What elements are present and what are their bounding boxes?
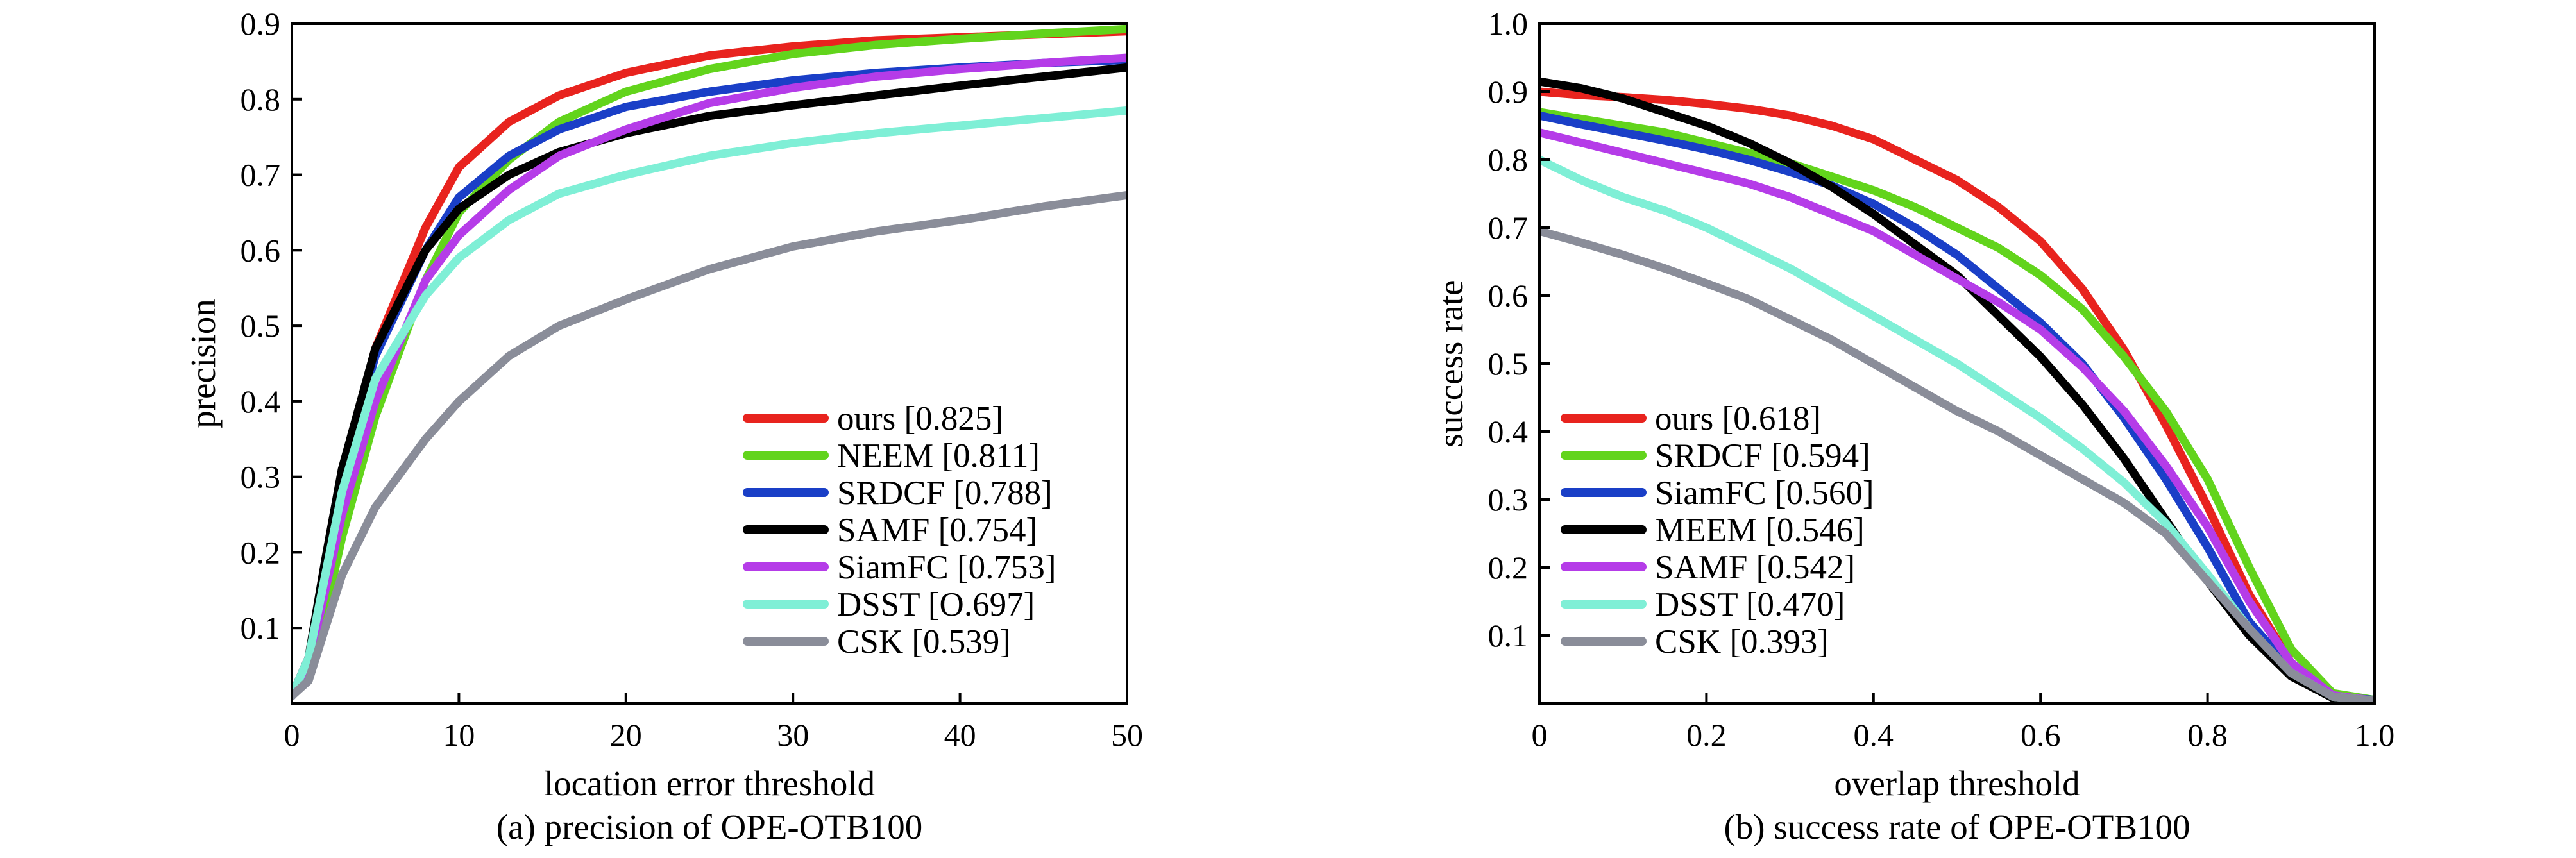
precision-legend-entry: CSK [0.539] [837,623,1011,660]
precision-x-tick-label: 20 [610,717,642,753]
success-rate-series-srdcf [1539,108,2375,703]
success-rate-legend-entry: SAMF [0.542] [1655,549,1855,586]
success-rate-legend-entry: SiamFC [0.560] [1655,475,1874,512]
success-rate-y-tick-label: 0.9 [1488,74,1529,110]
success-rate-y-tick-label: 1.0 [1488,6,1529,42]
success-rate-y-tick-label: 0.7 [1488,210,1529,246]
success-rate-caption: (b) success rate of OPE-OTB100 [1724,807,2190,846]
precision-x-tick-label: 10 [443,717,475,753]
success-rate-x-tick-label: 0.8 [2187,717,2228,753]
success-rate-series-samf [1539,128,2375,703]
precision-x-ticks: 0 10 20 30 40 50 [284,693,1143,753]
success-rate-chart: 0 0.2 0.4 0.6 0.8 1.0 0.10.20.30.40.50.60.70.… [1431,6,2394,846]
precision-y-tick-label: 0.5 [241,308,281,344]
success-rate-x-tick-label: 0.2 [1686,717,1727,753]
precision-x-tick-label: 50 [1111,717,1143,753]
precision-y-tick-label: 0.7 [241,157,281,193]
precision-legend-entry: SAMF [0.754] [837,512,1037,549]
success-rate-plot-area [1539,77,2375,703]
precision-y-tick-label: 0.9 [241,6,281,42]
success-rate-x-tick-label: 0 [1532,717,1548,753]
success-rate-x-tick-label: 0.6 [2021,717,2061,753]
success-rate-series-ours [1539,87,2375,703]
precision-x-tick-label: 40 [944,717,976,753]
precision-x-axis-label: location error threshold [544,764,875,803]
success-rate-y-tick-label: 0.2 [1488,550,1529,585]
success-rate-legend-entry: DSST [0.470] [1655,586,1845,623]
precision-legend-entry: SRDCF [0.788] [837,475,1053,512]
success-rate-legend-entry: SRDCF [0.594] [1655,437,1870,475]
precision-y-ticks: 0.1 0.2 0.3 0.4 0.5 0.6 0.7 0.8 0.9 [241,6,302,646]
success-rate-y-tick-label: 0.8 [1488,142,1529,178]
success-rate-series-csk [1539,226,2375,703]
precision-x-tick-label: 0 [284,717,300,753]
precision-legend-entry: SiamFC [0.753] [837,549,1056,586]
success-rate-y-ticks: 0.1 0.2 0.3 0.4 0.5 0.6 0.7 0.8 0.9 1.0 [1488,6,1550,653]
success-rate-legend-entry: CSK [0.393] [1655,623,1829,660]
precision-y-tick-label: 0.8 [241,81,281,117]
success-rate-y-tick-label: 0.4 [1488,414,1529,450]
success-rate-x-axis-label: overlap threshold [1834,764,2080,803]
precision-y-tick-label: 0.3 [241,459,281,495]
success-rate-y-tick-label: 0.1 [1488,618,1529,653]
precision-series-csk [292,190,1127,700]
success-rate-y-tick-label: 0.3 [1488,482,1529,517]
precision-plot-frame [291,22,1128,705]
success-rate-y-axis-label: success rate [1431,280,1470,447]
success-rate-x-tick-label: 1.0 [2355,717,2395,753]
success-rate-x-tick-label: 0.4 [1854,717,1894,753]
precision-legend-entry: ours [0.825] [837,400,1003,437]
success-rate-legend-entry: ours [0.618] [1655,400,1821,437]
precision-caption: (a) precision of OPE-OTB100 [496,807,922,846]
precision-series-dsst [292,106,1127,700]
precision-y-axis-label: precision [183,299,223,428]
precision-legend: ours [0.825]NEEM [0.811]SRDCF [0.788]SAM… [743,400,1056,660]
precision-chart: 0 10 20 30 40 50 0.10.20.30.40.50.60.70.80.9 … [183,6,1143,846]
success-rate-x-ticks: 0 0.2 0.4 0.6 0.8 1.0 [1532,693,2395,753]
success-rate-y-tick-label: 0.6 [1488,278,1529,314]
precision-y-tick-label: 0.1 [241,610,281,646]
precision-legend-entry: NEEM [0.811] [837,437,1040,475]
precision-y-tick-label: 0.4 [241,383,281,419]
success-rate-legend-entry: MEEM [0.546] [1655,512,1865,549]
success-rate-legend: ours [0.618]SRDCF [0.594]SiamFC [0.560]M… [1561,400,1874,660]
precision-x-tick-label: 30 [777,717,809,753]
precision-legend-entry: DSST [O.697] [837,586,1035,623]
precision-plot-area [292,24,1127,700]
precision-y-tick-label: 0.2 [241,534,281,570]
success-rate-series-siamfc [1539,111,2375,703]
precision-y-tick-label: 0.6 [241,232,281,268]
success-rate-y-tick-label: 0.5 [1488,346,1529,382]
